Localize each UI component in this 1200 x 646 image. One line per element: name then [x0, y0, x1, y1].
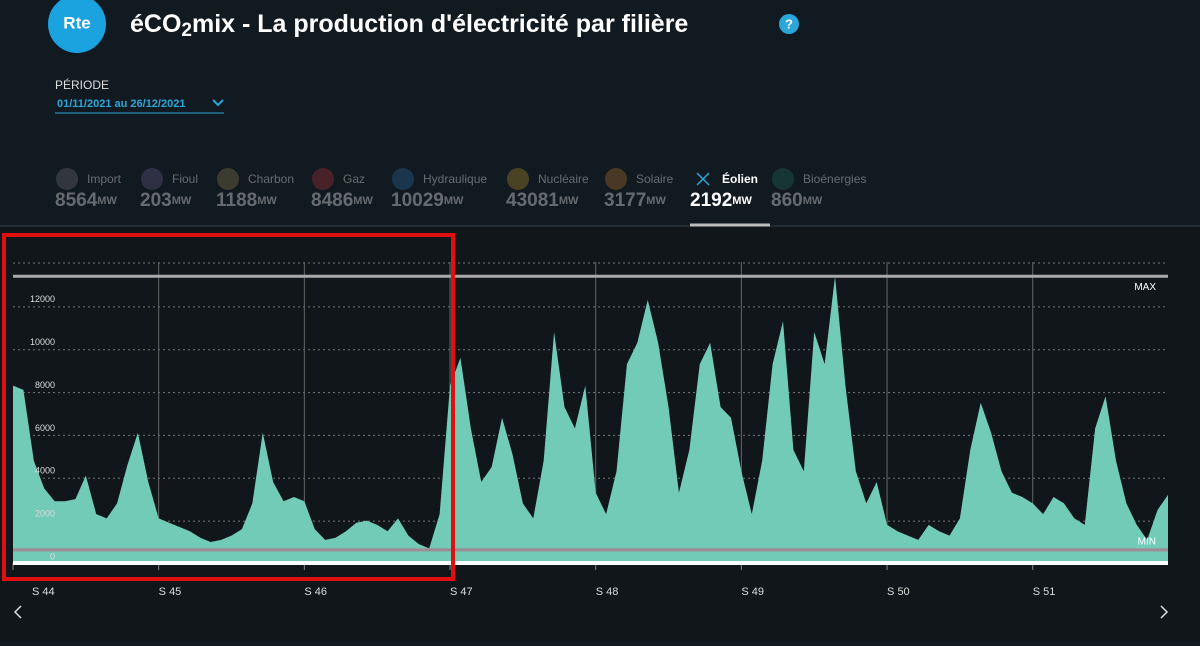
legend-icon[interactable] [56, 168, 78, 190]
dropdown-arrow[interactable] [212, 99, 224, 107]
legend-number[interactable]: 3177 [604, 190, 646, 211]
legend-name[interactable]: Gaz [343, 172, 365, 186]
help-text[interactable]: ? [785, 16, 793, 31]
legend-value[interactable]: 8564MW [55, 190, 117, 211]
legend-icon[interactable] [392, 168, 414, 190]
legend-unit[interactable]: MW [353, 195, 373, 207]
legend-icon[interactable] [696, 172, 710, 186]
legend-item[interactable]: Éolien 2192MW [690, 171, 770, 227]
title-sub: 2 [181, 20, 192, 41]
prev-arrow[interactable] [13, 605, 22, 619]
x-tick-label: S 49 [741, 586, 764, 598]
y-tick-label: 12000 [30, 294, 55, 304]
legend-icon[interactable] [507, 168, 529, 190]
legend-value[interactable]: 8486MW [311, 190, 373, 211]
legend-item[interactable]: Hydraulique 10029MW [391, 168, 487, 211]
x-tick-label: S 48 [596, 586, 619, 598]
legend-icon[interactable] [605, 168, 627, 190]
x-tick-label: S 46 [304, 586, 327, 598]
legend-item[interactable]: Charbon 1188MW [216, 168, 294, 211]
legend-unit[interactable]: MW [732, 195, 752, 207]
x-tick-label: S 45 [159, 586, 182, 598]
legend-name[interactable]: Nucléaire [538, 172, 589, 186]
legend-unit[interactable]: MW [97, 195, 117, 207]
period-label: PÉRIODE [55, 77, 109, 92]
legend-item[interactable]: Solaire 3177MW [604, 168, 674, 211]
title-a: éCO [130, 10, 181, 38]
legend-number[interactable]: 8564 [55, 190, 98, 211]
legend-name[interactable]: Hydraulique [423, 172, 487, 186]
x-tick-label: S 44 [32, 586, 55, 598]
title-b: mix - La production d'électricité par fi… [192, 10, 688, 38]
y-tick-label: 8000 [35, 380, 55, 390]
legend-value[interactable]: 43081MW [506, 190, 579, 211]
help-icon[interactable] [779, 14, 799, 34]
legend-unit[interactable]: MW [803, 195, 823, 207]
y-tick-label: 2000 [35, 509, 55, 519]
y-tick-label: 10000 [30, 337, 55, 347]
legend-value[interactable]: 10029MW [391, 190, 464, 211]
next-arrow[interactable] [1160, 605, 1169, 619]
legend-value[interactable]: 860MW [771, 190, 823, 211]
legend-icon[interactable] [312, 168, 334, 190]
legend-item[interactable]: Import 8564MW [55, 168, 122, 211]
legend-number[interactable]: 10029 [391, 190, 444, 211]
legend-unit[interactable]: MW [646, 195, 666, 207]
logo-text: Rte [63, 13, 90, 32]
legend-name[interactable]: Charbon [248, 172, 294, 186]
area [13, 276, 1168, 563]
legend-unit[interactable]: MW [172, 195, 192, 207]
logo [48, 0, 106, 53]
legend-number[interactable]: 1188 [216, 190, 257, 211]
x-tick-label: S 50 [887, 586, 910, 598]
chart-bg [0, 227, 1200, 641]
legend-number[interactable]: 8486 [311, 190, 353, 211]
legend-unit[interactable]: MW [559, 195, 579, 207]
y-tick-label: 6000 [35, 423, 55, 433]
legend-unit[interactable]: MW [444, 195, 464, 207]
legend-icon[interactable] [141, 168, 163, 190]
x-tick-label: S 47 [450, 586, 473, 598]
legend-unit[interactable]: MW [257, 195, 277, 207]
min-label: MIN [1138, 537, 1156, 548]
legend-value[interactable]: 1188MW [216, 190, 277, 211]
highlight-box [2, 233, 455, 581]
legend-number[interactable]: 860 [771, 190, 803, 211]
legend-name[interactable]: Import [87, 172, 122, 186]
legend: Import8564MWFioul203MWCharbon1188MWGaz84… [55, 168, 866, 227]
plot: S 44 S 45 S 46 S 47 S 48 S 49 S 50 S 51 0 2000 400… [12, 262, 1168, 598]
title: éCO2mix - La production d'électricité pa… [130, 10, 688, 41]
y-tick-label: 4000 [35, 466, 55, 476]
legend-icon[interactable] [217, 168, 239, 190]
legend-value[interactable]: 2192MW [690, 190, 752, 211]
legend-item[interactable]: Gaz 8486MW [311, 168, 373, 211]
x-tick-label: S 51 [1033, 586, 1056, 598]
legend-number[interactable]: 203 [140, 190, 172, 211]
legend-value[interactable]: 203MW [140, 190, 192, 211]
legend-name[interactable]: Solaire [636, 172, 674, 186]
max-label: MAX [1134, 282, 1156, 293]
y-tick-label: 0 [50, 551, 55, 561]
legend-name[interactable]: Bioénergies [803, 172, 866, 186]
legend-name[interactable]: Éolien [722, 171, 758, 186]
legend-value[interactable]: 3177MW [604, 190, 666, 211]
legend-number[interactable]: 43081 [506, 190, 559, 211]
legend-name[interactable]: Fioul [172, 172, 198, 186]
period-value[interactable]: 01/11/2021 au 26/12/2021 [57, 98, 185, 110]
legend-item[interactable]: Nucléaire 43081MW [506, 168, 589, 211]
legend-icon[interactable] [772, 168, 794, 190]
legend-number[interactable]: 2192 [690, 190, 732, 211]
